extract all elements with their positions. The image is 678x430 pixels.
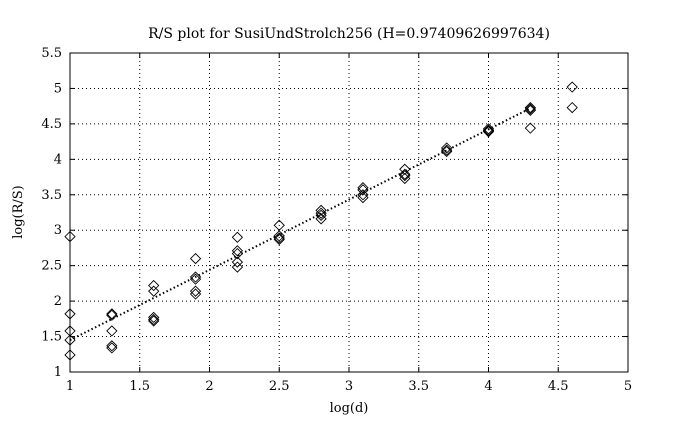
data-point bbox=[315, 207, 327, 219]
data-point bbox=[482, 124, 495, 136]
y-tick-labels: 1 1.5 2 2.5 3 3.5 4 4.5 5 5.5 bbox=[41, 46, 62, 380]
data-point bbox=[441, 144, 453, 156]
data-point bbox=[273, 232, 285, 244]
x-tick-label: 4.5 bbox=[548, 379, 569, 394]
data-point bbox=[315, 209, 327, 221]
x-tick-label: 5 bbox=[624, 379, 632, 394]
data-point bbox=[482, 123, 495, 135]
y-tick-label: 5 bbox=[54, 81, 62, 96]
y-tick-label: 4.5 bbox=[41, 117, 62, 132]
data-point bbox=[231, 245, 244, 257]
y-tick-label: 1 bbox=[54, 365, 62, 380]
x-tick-label: 1 bbox=[66, 379, 74, 394]
data-point bbox=[524, 122, 536, 134]
data-point bbox=[231, 247, 244, 260]
y-tick-label: 1.5 bbox=[41, 330, 62, 345]
y-tick-label: 5.5 bbox=[41, 46, 62, 61]
data-point bbox=[273, 233, 285, 246]
data-point bbox=[106, 325, 118, 337]
data-point bbox=[524, 101, 536, 114]
x-tick-label: 2 bbox=[205, 379, 213, 394]
y-tick-label: 2.5 bbox=[41, 259, 62, 274]
data-point bbox=[106, 340, 118, 352]
data-point bbox=[231, 261, 244, 273]
data-point bbox=[315, 213, 327, 225]
data-point bbox=[399, 172, 411, 185]
y-tick-label: 2 bbox=[54, 294, 62, 309]
data-point bbox=[189, 285, 202, 297]
x-tick-label: 3.5 bbox=[408, 379, 429, 394]
data-point bbox=[273, 230, 285, 242]
data-point bbox=[441, 142, 453, 154]
data-point bbox=[189, 273, 202, 285]
data-point bbox=[441, 145, 453, 158]
data-point bbox=[148, 311, 160, 324]
data-point bbox=[231, 231, 244, 243]
y-tick-label: 3.5 bbox=[41, 188, 62, 203]
y-axis-label: log(R/S) bbox=[11, 185, 26, 239]
data-point bbox=[148, 315, 160, 327]
data-point bbox=[566, 81, 578, 93]
x-tick-label: 4 bbox=[484, 379, 492, 394]
data-point bbox=[231, 256, 244, 268]
data-point bbox=[315, 204, 327, 217]
data-point bbox=[566, 101, 578, 114]
x-tick-label: 1.5 bbox=[129, 379, 150, 394]
data-point bbox=[148, 285, 160, 297]
data-point bbox=[357, 191, 369, 204]
data-point bbox=[524, 103, 536, 115]
x-axis-label: log(d) bbox=[330, 401, 369, 416]
x-tick-labels: 1 1.5 2 2.5 3 3.5 4 4.5 5 bbox=[66, 379, 632, 394]
data-point bbox=[189, 252, 202, 265]
y-tick-label: 3 bbox=[54, 223, 62, 238]
data-point bbox=[106, 308, 118, 320]
data-point bbox=[524, 104, 536, 117]
data-point bbox=[106, 342, 118, 354]
data-point bbox=[189, 271, 202, 283]
data-point bbox=[482, 125, 495, 137]
data-point bbox=[189, 288, 202, 300]
data-point bbox=[148, 313, 160, 326]
data-point bbox=[399, 170, 411, 182]
x-tick-label: 2.5 bbox=[269, 379, 290, 394]
chart-title: R/S plot for SusiUndStrolch256 (H=0.9740… bbox=[148, 26, 550, 42]
y-tick-label: 4 bbox=[54, 152, 62, 167]
data-point bbox=[482, 126, 495, 138]
x-tick-label: 3 bbox=[345, 379, 353, 394]
grid-lines bbox=[70, 53, 628, 372]
data-point bbox=[106, 309, 118, 321]
data-point bbox=[399, 168, 411, 180]
plot-frame bbox=[69, 52, 629, 373]
data-point bbox=[148, 279, 160, 292]
data-point bbox=[399, 163, 411, 175]
data-point bbox=[357, 189, 369, 201]
data-point bbox=[357, 184, 369, 196]
